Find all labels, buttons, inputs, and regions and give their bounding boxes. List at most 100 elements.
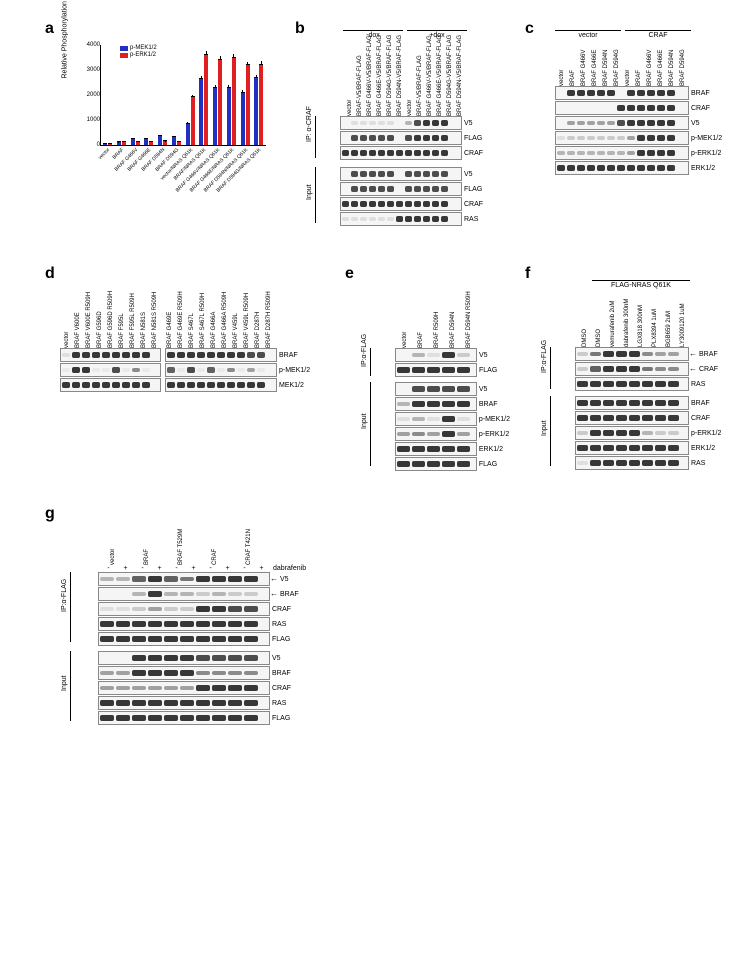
blot-row: MEK1/2 — [60, 378, 330, 392]
blot-label: FLAG — [272, 715, 290, 722]
blot-row: FLAG — [395, 457, 510, 471]
blot-row: CRAF — [340, 197, 483, 211]
blot-row: CRAF — [340, 146, 483, 160]
blot-label: FLAG — [479, 367, 497, 374]
blot-row: FLAG — [98, 711, 291, 725]
blot-label: CRAF — [699, 366, 718, 373]
blot-row: CRAF — [555, 101, 740, 115]
blot-label: BRAF — [272, 670, 291, 677]
blot-label: BRAF — [691, 90, 710, 97]
blot-label: p-ERK1/2 — [479, 431, 509, 438]
panel-a-chart: Relative Phosphorylation Level 010002000… — [70, 35, 270, 185]
blot-label: MEK1/2 — [279, 382, 304, 389]
blot-row: ←V5 — [98, 572, 299, 586]
blot-row: ERK1/2 — [555, 161, 740, 175]
blot-row: p-MEK1/2 — [395, 412, 510, 426]
blot-row: FLAG — [395, 363, 497, 377]
panel-b-label: b — [295, 20, 305, 38]
blot-row: ERK1/2 — [395, 442, 510, 456]
chart-ylabel: Relative Phosphorylation Level — [62, 0, 69, 79]
blot-label: p-ERK1/2 — [691, 430, 721, 437]
blot-row: RAS — [340, 212, 483, 226]
chart-legend: p-MEK1/2p-ERK1/2 — [120, 45, 157, 59]
blot-label: FLAG — [479, 461, 497, 468]
blot-row: CRAF — [98, 602, 299, 616]
blot-row: RAS — [575, 377, 718, 391]
blot-label: BRAF — [691, 400, 710, 407]
blot-label: V5 — [479, 386, 488, 393]
blot-label: ERK1/2 — [691, 165, 715, 172]
blot-row: RAS — [98, 617, 299, 631]
panel-g-label: g — [45, 505, 55, 523]
blot-row: FLAG — [340, 182, 483, 196]
blot-label: CRAF — [691, 105, 710, 112]
panel-f: FLAG-NRAS Q61KDMSODMSOvemurafenib 2uMdab… — [540, 280, 740, 475]
blot-label: RAS — [464, 216, 478, 223]
panel-a-label: a — [45, 20, 54, 38]
blot-label: p-MEK1/2 — [691, 135, 722, 142]
blot-label: CRAF — [272, 685, 291, 692]
blot-label: RAS — [691, 460, 705, 467]
blot-row: ERK1/2 — [575, 441, 721, 455]
blot-row: CRAF — [98, 681, 291, 695]
panel-g: vectorBRAFBRAF T529MCRAFCRAF T421N-+-+-+… — [60, 520, 320, 730]
blot-row: BRAF — [555, 86, 740, 100]
blot-label: ERK1/2 — [479, 446, 503, 453]
blot-label: p-ERK1/2 — [691, 150, 721, 157]
blot-row: p-ERK1/2 — [395, 427, 510, 441]
blot-row: BRAF — [575, 396, 721, 410]
blot-label: BRAF — [279, 352, 298, 359]
blot-label: p-MEK1/2 — [479, 416, 510, 423]
blot-row: V5 — [395, 382, 510, 396]
blot-label: V5 — [691, 120, 700, 127]
panel-d-label: d — [45, 265, 55, 283]
blot-row: FLAG — [98, 632, 299, 646]
panel-d: vectorBRAF V600EBRAF V600E R509HBRAF G59… — [60, 280, 330, 393]
blot-label: RAS — [691, 381, 705, 388]
blot-label: RAS — [272, 700, 286, 707]
blot-row: RAS — [575, 456, 721, 470]
figure: a Relative Phosphorylation Level 0100020… — [15, 15, 739, 962]
blot-row: BRAF — [98, 666, 291, 680]
blot-label: FLAG — [464, 186, 482, 193]
blot-row: RAS — [98, 696, 291, 710]
blot-label: V5 — [479, 352, 488, 359]
panel-f-label: f — [525, 265, 530, 283]
panel-e-label: e — [345, 265, 354, 283]
blot-label: V5 — [272, 655, 281, 662]
blot-row: p-MEK1/2 — [60, 363, 330, 377]
blot-label: RAS — [272, 621, 286, 628]
blot-label: FLAG — [464, 135, 482, 142]
blot-row: V5 — [555, 116, 740, 130]
blot-row: V5 — [98, 651, 291, 665]
panel-c: vectorCRAFvectorBRAFBRAF G466VBRAF G466E… — [540, 30, 740, 176]
blot-row: p-ERK1/2 — [555, 146, 740, 160]
panel-e: vectorBRAFBRAF R509HBRAF D594NBRAF D594N… — [360, 280, 510, 476]
blot-row: BRAF — [60, 348, 330, 362]
blot-row: ←CRAF — [575, 362, 718, 376]
blot-row: V5 — [340, 167, 483, 181]
blot-label: ERK1/2 — [691, 445, 715, 452]
blot-row: p-ERK1/2 — [575, 426, 721, 440]
blot-row: ←BRAF — [98, 587, 299, 601]
blot-label: V5 — [280, 576, 289, 583]
blot-label: p-MEK1/2 — [279, 367, 310, 374]
blot-row: ←BRAF — [575, 347, 718, 361]
blot-row: p-MEK1/2 — [555, 131, 740, 145]
blot-row: CRAF — [575, 411, 721, 425]
panel-b: -dox+doxvectorBRAF-V5/BRAF-FLAGBRAF G466… — [305, 30, 505, 233]
panel-c-label: c — [525, 20, 534, 38]
blot-label: FLAG — [272, 636, 290, 643]
blot-label: V5 — [464, 120, 473, 127]
blot-label: BRAF — [699, 351, 718, 358]
blot-label: CRAF — [272, 606, 291, 613]
blot-label: CRAF — [691, 415, 710, 422]
blot-label: V5 — [464, 171, 473, 178]
blot-label: BRAF — [280, 591, 299, 598]
blot-label: BRAF — [479, 401, 498, 408]
blot-row: FLAG — [340, 131, 483, 145]
blot-row: V5 — [395, 348, 497, 362]
blot-row: V5 — [340, 116, 483, 130]
blot-row: BRAF — [395, 397, 510, 411]
blot-label: CRAF — [464, 150, 483, 157]
